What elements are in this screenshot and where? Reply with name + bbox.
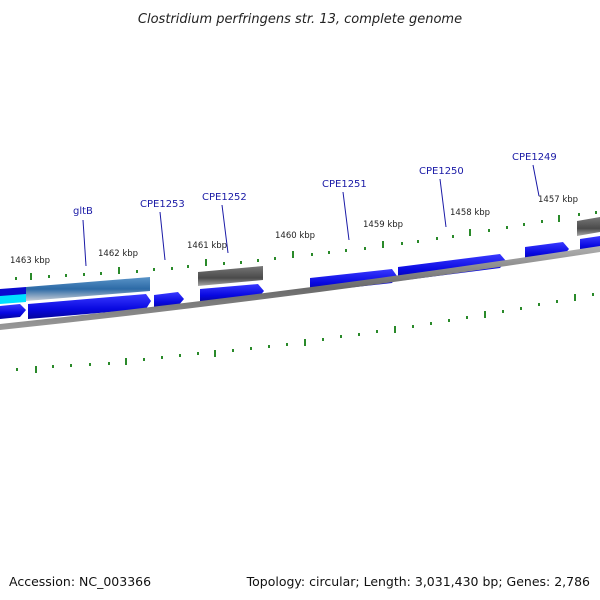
tick-label-1459: 1459 kbp (363, 220, 403, 230)
major-tick (469, 229, 471, 236)
tick-label-1462: 1462 kbp (98, 249, 138, 259)
gene-arrow-left-edge (0, 304, 26, 319)
outer-scale-labels: 1463 kbp 1462 kbp 1461 kbp 1460 kbp 1459… (10, 195, 578, 266)
major-tick (292, 251, 294, 258)
tick-label-1458: 1458 kbp (450, 208, 490, 218)
major-tick (558, 215, 560, 222)
leader-CPE1252 (221, 204, 229, 254)
major-tick (382, 241, 384, 248)
map-title: Clostridium perfringens str. 13, complet… (138, 12, 462, 27)
gene-label-CPE1253: CPE1253 (140, 199, 185, 210)
gene-edge-gray-box (577, 217, 600, 236)
tick-label-1463: 1463 kbp (10, 256, 50, 266)
gene-gltB-region (26, 277, 150, 301)
tick-label-1461: 1461 kbp (187, 241, 227, 251)
tick-label-1460: 1460 kbp (275, 231, 315, 241)
gene-label-CPE1249: CPE1249 (512, 152, 557, 163)
gene-arrow-gltB (28, 294, 151, 319)
gene-cyan-strip (0, 294, 26, 304)
gene-labels: gltB CPE1253 CPE1252 CPE1251 CPE1250 CPE… (73, 152, 557, 217)
genome-summary-text: Topology: circular; Length: 3,031,430 bp… (246, 574, 590, 589)
gene-label-CPE1251: CPE1251 (322, 179, 367, 190)
gene-label-gltB: gltB (73, 206, 93, 217)
leader-CPE1249 (532, 164, 540, 197)
accession-text: Accession: NC_003366 (9, 574, 151, 589)
gene-label-CPE1252: CPE1252 (202, 192, 247, 203)
leader-CPE1250 (439, 178, 447, 228)
lower-gene-track (0, 236, 600, 319)
major-tick (118, 267, 120, 274)
outer-scale-ticks (15, 211, 597, 280)
gene-label-CPE1250: CPE1250 (419, 166, 464, 177)
gene-CPE1252-box (198, 266, 263, 286)
leader-CPE1251 (342, 191, 350, 241)
leader-CPE1253 (159, 211, 166, 261)
upper-gene-track (0, 217, 600, 301)
tick-label-1457: 1457 kbp (538, 195, 578, 205)
gene-leader-lines (82, 164, 540, 267)
major-tick (205, 259, 207, 266)
leader-gltB (82, 219, 87, 267)
genome-backbone (0, 246, 600, 330)
inner-scale-ticks (16, 293, 594, 373)
major-tick (30, 273, 32, 280)
